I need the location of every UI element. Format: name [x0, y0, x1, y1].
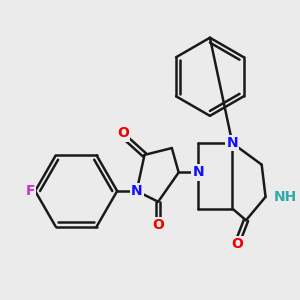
Text: N: N	[192, 166, 204, 179]
Text: O: O	[231, 237, 243, 251]
Text: O: O	[117, 126, 129, 140]
Text: N: N	[131, 184, 142, 198]
Text: O: O	[152, 218, 164, 232]
Text: F: F	[26, 184, 35, 198]
Text: N: N	[226, 136, 238, 150]
Text: NH: NH	[273, 190, 297, 204]
